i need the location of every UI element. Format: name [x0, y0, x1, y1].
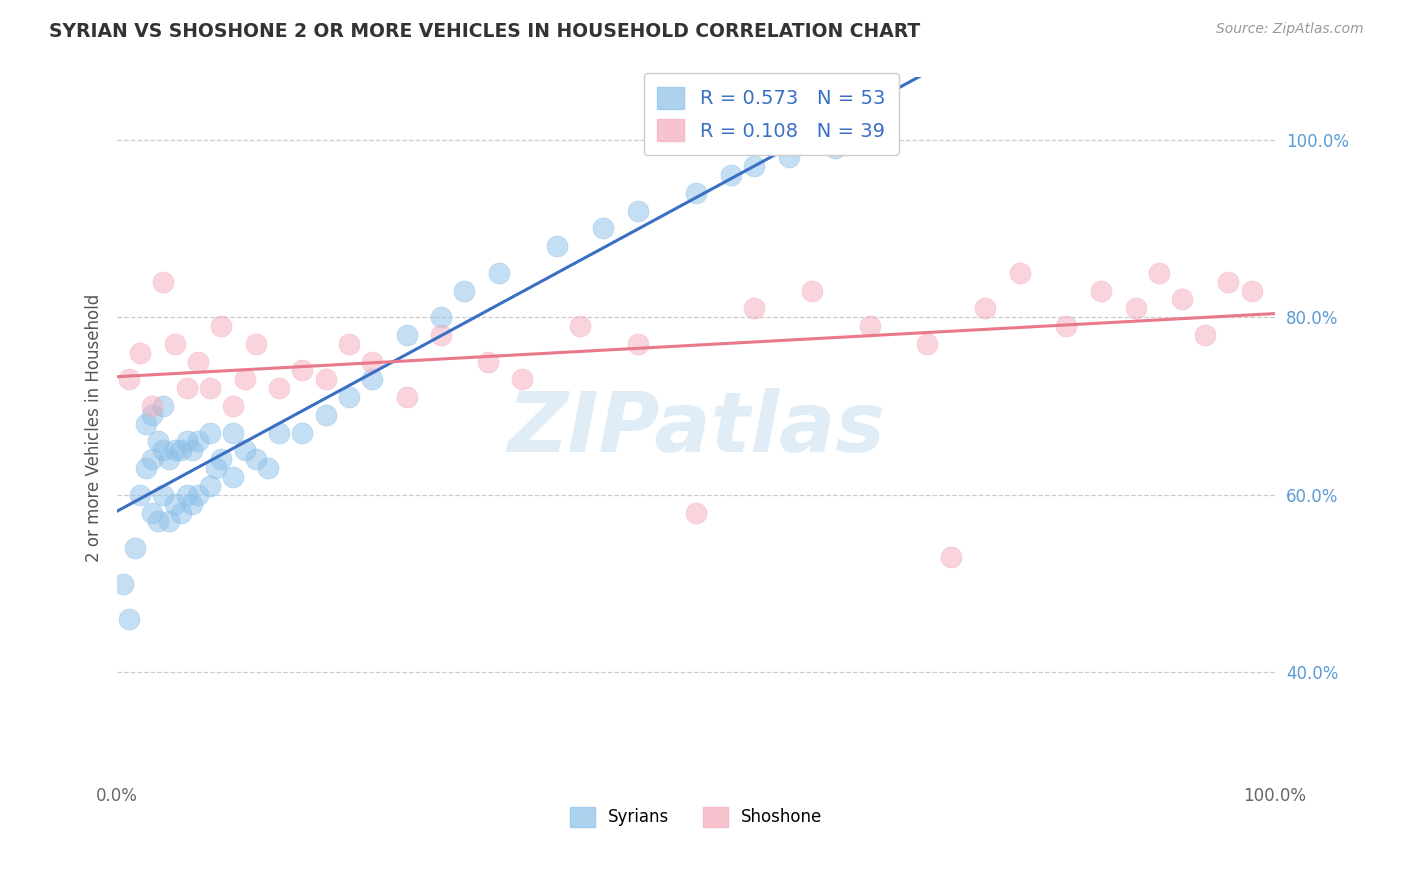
- Point: [256, 461, 278, 475]
- Point: [176, 488, 198, 502]
- Point: [165, 497, 187, 511]
- Point: [157, 452, 180, 467]
- Point: [222, 425, 245, 440]
- Point: [118, 612, 141, 626]
- Point: [176, 381, 198, 395]
- Point: [453, 284, 475, 298]
- Point: [360, 372, 382, 386]
- Point: [395, 327, 418, 342]
- Point: [430, 310, 453, 325]
- Point: [124, 541, 146, 555]
- Point: [187, 488, 209, 502]
- Point: [129, 488, 152, 502]
- Point: [170, 443, 193, 458]
- Point: [181, 497, 204, 511]
- Point: [187, 354, 209, 368]
- Point: [858, 319, 880, 334]
- Point: [222, 470, 245, 484]
- Point: [152, 488, 174, 502]
- Point: [315, 372, 337, 386]
- Point: [245, 452, 267, 467]
- Legend: Syrians, Shoshone: Syrians, Shoshone: [562, 800, 830, 834]
- Text: ZIPatlas: ZIPatlas: [508, 388, 884, 468]
- Point: [152, 275, 174, 289]
- Point: [111, 576, 134, 591]
- Point: [1240, 284, 1263, 298]
- Point: [233, 372, 256, 386]
- Point: [627, 336, 650, 351]
- Point: [146, 434, 169, 449]
- Point: [146, 515, 169, 529]
- Point: [1171, 293, 1194, 307]
- Point: [1090, 284, 1112, 298]
- Point: [269, 425, 291, 440]
- Point: [1218, 275, 1240, 289]
- Point: [778, 150, 800, 164]
- Point: [176, 434, 198, 449]
- Point: [569, 319, 592, 334]
- Point: [1125, 301, 1147, 316]
- Point: [135, 417, 157, 431]
- Point: [510, 372, 533, 386]
- Point: [337, 390, 360, 404]
- Point: [1054, 319, 1077, 334]
- Point: [939, 549, 962, 564]
- Point: [477, 354, 499, 368]
- Point: [141, 399, 163, 413]
- Point: [488, 266, 510, 280]
- Point: [135, 461, 157, 475]
- Point: [233, 443, 256, 458]
- Point: [204, 461, 226, 475]
- Point: [141, 452, 163, 467]
- Point: [1194, 327, 1216, 342]
- Point: [129, 345, 152, 359]
- Point: [685, 506, 707, 520]
- Point: [198, 479, 221, 493]
- Text: Source: ZipAtlas.com: Source: ZipAtlas.com: [1216, 22, 1364, 37]
- Point: [1010, 266, 1032, 280]
- Y-axis label: 2 or more Vehicles in Household: 2 or more Vehicles in Household: [86, 294, 103, 562]
- Point: [141, 506, 163, 520]
- Point: [170, 506, 193, 520]
- Point: [209, 319, 232, 334]
- Point: [152, 399, 174, 413]
- Point: [1147, 266, 1170, 280]
- Point: [315, 408, 337, 422]
- Point: [118, 372, 141, 386]
- Point: [360, 354, 382, 368]
- Point: [337, 336, 360, 351]
- Point: [685, 186, 707, 200]
- Point: [800, 284, 823, 298]
- Point: [198, 425, 221, 440]
- Point: [269, 381, 291, 395]
- Point: [627, 203, 650, 218]
- Point: [917, 336, 939, 351]
- Point: [198, 381, 221, 395]
- Point: [291, 425, 314, 440]
- Point: [742, 301, 765, 316]
- Point: [395, 390, 418, 404]
- Point: [430, 327, 453, 342]
- Point: [245, 336, 267, 351]
- Point: [858, 132, 880, 146]
- Point: [291, 363, 314, 377]
- Point: [165, 336, 187, 351]
- Point: [546, 239, 568, 253]
- Point: [222, 399, 245, 413]
- Point: [181, 443, 204, 458]
- Point: [974, 301, 997, 316]
- Point: [152, 443, 174, 458]
- Point: [209, 452, 232, 467]
- Point: [157, 515, 180, 529]
- Point: [165, 443, 187, 458]
- Text: SYRIAN VS SHOSHONE 2 OR MORE VEHICLES IN HOUSEHOLD CORRELATION CHART: SYRIAN VS SHOSHONE 2 OR MORE VEHICLES IN…: [49, 22, 921, 41]
- Point: [187, 434, 209, 449]
- Point: [742, 159, 765, 173]
- Point: [824, 141, 846, 155]
- Point: [141, 408, 163, 422]
- Point: [720, 168, 742, 182]
- Point: [592, 221, 614, 235]
